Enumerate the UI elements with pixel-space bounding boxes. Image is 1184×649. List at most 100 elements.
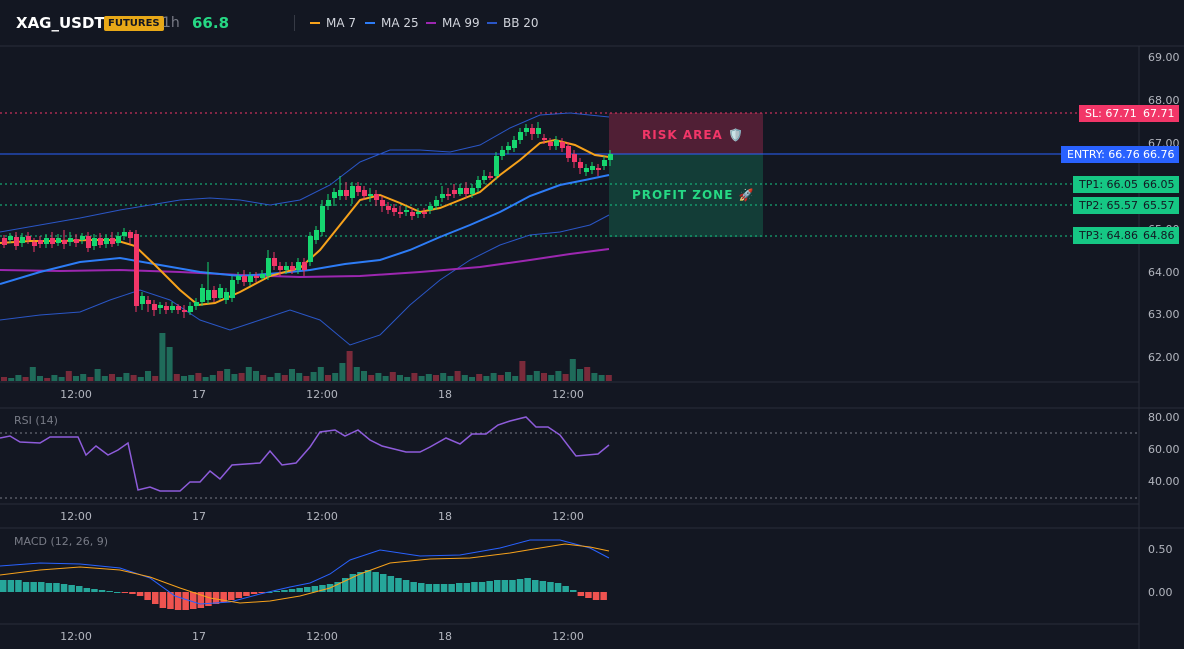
legend-ma25-swatch (365, 22, 375, 24)
volume-bar (195, 373, 202, 381)
candle-body (434, 200, 439, 206)
macd-hist-bar (380, 574, 387, 592)
candle-body (338, 190, 343, 196)
macd-hist-bar (114, 592, 121, 593)
tp1-label[interactable]: TP1: 66.05 (1073, 176, 1145, 193)
macd-hist-bar (167, 592, 174, 609)
macd-hist-bar (524, 578, 531, 592)
macd-title: MACD (12, 26, 9) (14, 535, 109, 548)
candle-body (206, 290, 211, 300)
volume-bar (505, 372, 511, 381)
candle-body (32, 242, 37, 246)
volume-bar (137, 377, 144, 381)
volume-bar (339, 363, 346, 381)
macd-hist-bar (98, 590, 106, 592)
volume-bar (51, 375, 58, 381)
macd-hist-bar (152, 592, 159, 604)
entry-label[interactable]: ENTRY: 66.76 (1061, 146, 1146, 163)
candle-body (386, 206, 391, 210)
macd-hist-bar (258, 592, 265, 593)
price-axis-label: 63.00 (1148, 308, 1180, 321)
tp1-axis-value-text: 66.05 (1143, 178, 1175, 191)
macd-axis-000: 0.00 (1148, 586, 1173, 599)
candle-body (602, 160, 607, 166)
candle-body (518, 132, 523, 140)
macd-hist-bar (30, 582, 37, 592)
candle-body (200, 288, 205, 302)
macd-hist-bar (539, 581, 547, 592)
volume-bar (29, 367, 36, 381)
volume-bar (519, 361, 526, 381)
risk-area-zone[interactable] (609, 113, 763, 154)
candle-body (458, 188, 463, 194)
candle-body (158, 305, 163, 308)
volume-bar (346, 351, 353, 381)
last-price: 66.8 (192, 14, 230, 32)
time-axis-label: 18 (438, 510, 452, 523)
macd-hist-bar (296, 588, 303, 592)
volume-bar (260, 375, 267, 381)
candle-body (344, 190, 349, 196)
candlestick-series[interactable] (2, 122, 613, 318)
tp3-label[interactable]: TP3: 64.86 (1073, 227, 1145, 244)
time-axis-label: 18 (438, 388, 452, 401)
profit-zone[interactable] (609, 154, 763, 237)
volume-bar (224, 369, 231, 381)
tp2-label[interactable]: TP2: 65.57 (1073, 197, 1145, 214)
macd-hist-bar (144, 592, 151, 600)
volume-bar (159, 333, 166, 381)
volume-bar (490, 373, 497, 381)
volume-bar (130, 375, 137, 381)
time-axis-label: 12:00 (60, 388, 92, 401)
macd-hist-bar (547, 582, 554, 592)
time-axis-label: 12:00 (306, 630, 338, 643)
timeframe-label[interactable]: 1h (162, 15, 180, 31)
volume-bar (209, 375, 216, 381)
legend-ma25[interactable]: MA 25 (365, 16, 419, 30)
entry-axis-value: 66.76 (1139, 146, 1179, 163)
volume-bar (454, 371, 461, 381)
time-axis-label: 17 (192, 510, 206, 523)
volume-bar (476, 374, 483, 381)
candle-body (92, 238, 97, 246)
candle-body (446, 194, 451, 196)
macd-hist-bar (516, 579, 524, 592)
volume-bar (274, 373, 281, 381)
macd-hist-bar (53, 583, 60, 592)
volume-bar (310, 372, 317, 381)
macd-hist-bar (190, 592, 197, 609)
profit-zone-label: PROFIT ZONE 🚀 (632, 188, 755, 202)
macd-hist-bar (357, 572, 364, 592)
macd-hist-bar (319, 585, 326, 592)
legend-ma99-label: MA 99 (442, 16, 480, 30)
candle-body (596, 168, 601, 170)
candle-body (230, 280, 235, 298)
candle-body (506, 146, 511, 150)
legend-ma7[interactable]: MA 7 (310, 16, 356, 30)
volume-bar (22, 377, 29, 381)
candle-body (14, 237, 19, 246)
macd-hist-bar (494, 580, 501, 592)
rsi-axis-60: 60.00 (1148, 443, 1180, 456)
candle-body (122, 232, 127, 236)
candle-body (218, 288, 223, 298)
bb-upper-line (0, 112, 610, 233)
candle-body (470, 188, 475, 194)
legend-bb20[interactable]: BB 20 (487, 16, 539, 30)
candle-body (398, 212, 403, 214)
volume-bar (202, 377, 209, 381)
macd-hist-bar (402, 580, 410, 592)
macd-hist-bar (387, 576, 395, 592)
macd-hist-bar (440, 584, 448, 592)
candle-body (464, 188, 469, 194)
symbol-name[interactable]: XAG_USDT (16, 14, 105, 32)
legend-ma99[interactable]: MA 99 (426, 16, 480, 30)
candle-body (164, 306, 169, 310)
sl-label[interactable]: SL: 67.71 (1079, 105, 1143, 122)
volume-bar (353, 367, 360, 381)
volume-bar (37, 376, 43, 381)
time-axis-label: 12:00 (306, 510, 338, 523)
macd-hist-bar (174, 592, 182, 610)
volume-bar (497, 375, 504, 381)
